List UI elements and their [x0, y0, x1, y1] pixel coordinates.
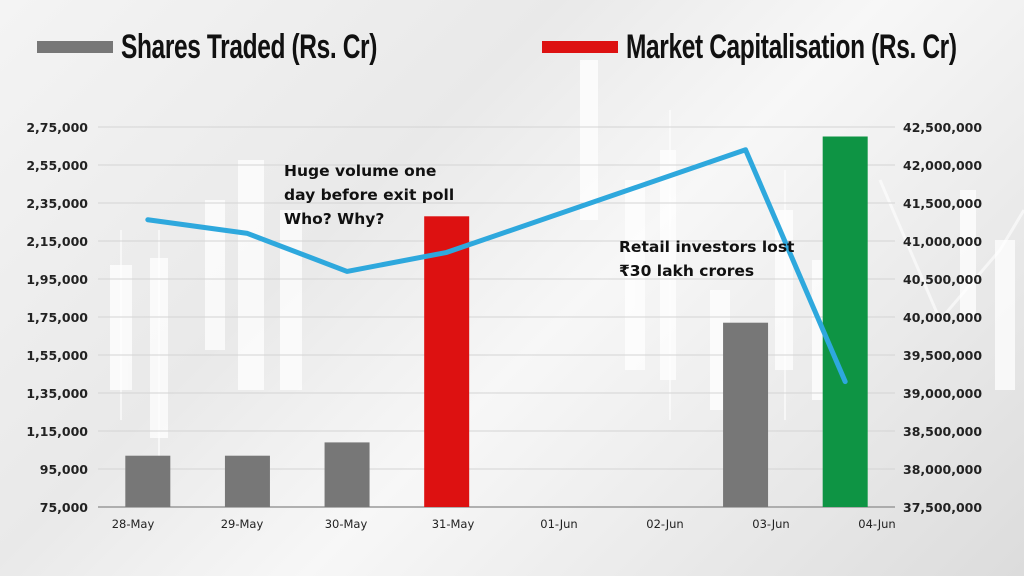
- right-tick: 42,000,000: [903, 158, 983, 173]
- right-tick: 41,500,000: [903, 196, 983, 211]
- left-tick: 1,95,000: [26, 272, 88, 287]
- right-tick: 41,000,000: [903, 234, 983, 249]
- x-tick: 31-May: [431, 517, 475, 531]
- legend-shares-traded: Shares Traded (Rs. Cr): [37, 22, 477, 72]
- x-tick: 03-Jun: [752, 517, 790, 531]
- x-tick: 28-May: [111, 517, 155, 531]
- bar-03-Jun: [723, 322, 769, 507]
- right-tick: 38,500,000: [903, 424, 983, 439]
- left-tick: 1,15,000: [26, 424, 88, 439]
- right-tick: 39,000,000: [903, 386, 983, 401]
- annotation-line: Huge volume one: [284, 162, 437, 180]
- x-tick: 30-May: [324, 517, 368, 531]
- annotation-line: Who? Why?: [284, 210, 385, 228]
- bar-31-May: [424, 216, 470, 508]
- legend-label-shares-traded: Shares Traded (Rs. Cr): [121, 27, 378, 66]
- legend-swatch-red: [542, 41, 618, 53]
- annotation-huge-volume: Huge volume one day before exit poll Who…: [284, 159, 454, 231]
- left-tick: 2,55,000: [26, 158, 88, 173]
- annotation-retail-loss: Retail investors lost ₹30 lakh crores: [619, 235, 794, 283]
- x-tick: 02-Jun: [646, 517, 684, 531]
- right-tick: 42,500,000: [903, 120, 983, 135]
- bar-04-Jun: [822, 136, 868, 507]
- legend-swatch-gray: [37, 41, 113, 53]
- x-tick: 01-Jun: [540, 517, 578, 531]
- bar-29-May: [224, 455, 270, 507]
- annotation-line: ₹30 lakh crores: [619, 262, 755, 280]
- left-tick: 1,35,000: [26, 386, 88, 401]
- right-tick: 40,500,000: [903, 272, 983, 287]
- bar-30-May: [324, 442, 370, 507]
- right-tick: 40,000,000: [903, 310, 983, 325]
- annotation-line: day before exit poll: [284, 186, 455, 204]
- bar-28-May: [125, 455, 171, 507]
- left-tick: 2,15,000: [26, 234, 88, 249]
- right-tick: 37,500,000: [903, 500, 983, 515]
- market-cap-line: [145, 147, 848, 385]
- x-tick: 04-Jun: [858, 517, 896, 531]
- legend-label-market-cap: Market Capitalisation (Rs. Cr): [626, 27, 957, 66]
- left-tick: 95,000: [39, 462, 88, 477]
- right-tick: 39,500,000: [903, 348, 983, 363]
- legend-market-cap: Market Capitalisation (Rs. Cr): [542, 22, 1024, 72]
- left-tick: 2,35,000: [26, 196, 88, 211]
- left-tick: 1,55,000: [26, 348, 88, 363]
- left-tick: 1,75,000: [26, 310, 88, 325]
- left-tick: 2,75,000: [26, 120, 88, 135]
- x-tick: 29-May: [220, 517, 264, 531]
- annotation-line: Retail investors lost: [619, 238, 795, 256]
- right-tick: 38,000,000: [903, 462, 983, 477]
- left-tick: 75,000: [39, 500, 88, 515]
